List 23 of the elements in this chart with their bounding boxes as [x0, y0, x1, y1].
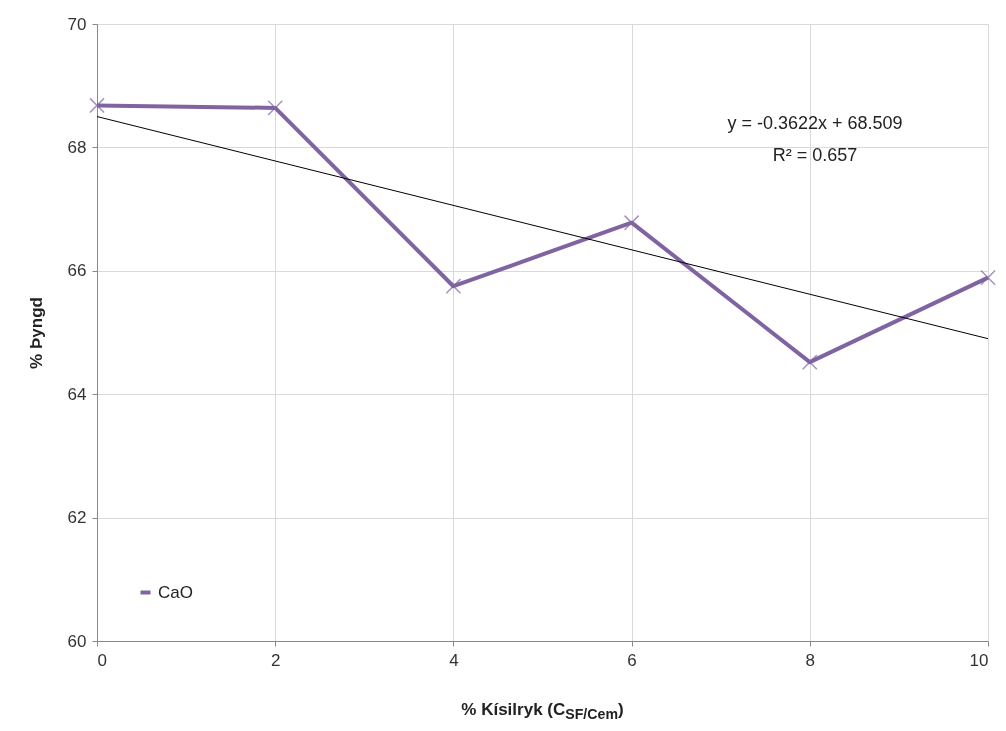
- x-tick-label: 10: [969, 650, 989, 670]
- x-tick-label: 2: [270, 650, 281, 670]
- y-tick-label: 70: [67, 14, 87, 34]
- y-tick-label: 66: [67, 261, 87, 281]
- x-tick-label: 0: [97, 650, 107, 670]
- x-tick-label: 4: [449, 650, 459, 670]
- x-axis-title: % Kísilryk (C$_{SF/Cem}$): [460, 700, 625, 723]
- annotation: y = -0.3622x + 68.509: [727, 113, 903, 133]
- y-tick-label: 62: [67, 508, 87, 528]
- point: [445, 278, 462, 295]
- y-axis-title: % Þyngd: [26, 297, 46, 369]
- point: [89, 97, 105, 114]
- point: [801, 354, 818, 370]
- annotation: R² = 0.657: [772, 145, 858, 165]
- point: [980, 269, 996, 286]
- y-tick-label: 68: [67, 137, 87, 157]
- x-tick-label: 8: [805, 650, 816, 670]
- y-tick-label: 60: [67, 631, 87, 651]
- legend-label: CaO: [158, 582, 193, 602]
- point: [267, 100, 284, 116]
- point: [623, 214, 640, 231]
- x-tick-label: 6: [627, 650, 637, 670]
- y-tick-label: 64: [67, 384, 87, 404]
